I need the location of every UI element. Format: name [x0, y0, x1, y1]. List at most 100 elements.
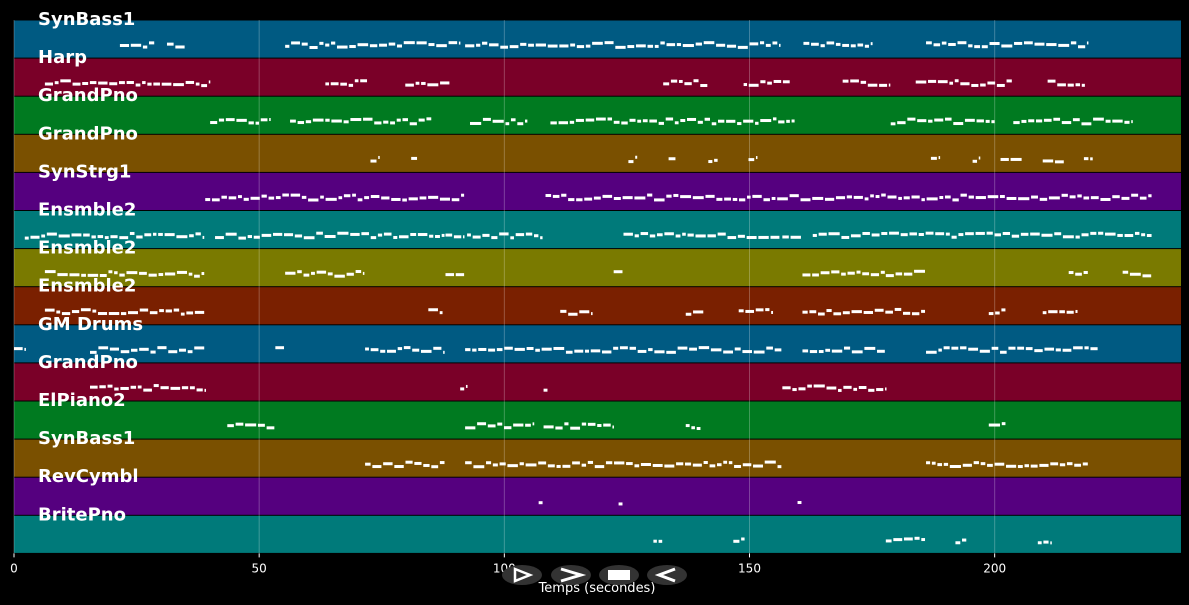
note [864, 346, 876, 350]
note [945, 232, 950, 236]
note [818, 350, 824, 354]
note [1112, 195, 1120, 199]
note [272, 232, 283, 236]
note [767, 81, 772, 85]
note [547, 464, 555, 468]
note [208, 80, 211, 84]
note [594, 465, 605, 469]
note [880, 270, 885, 274]
track-label: GrandPno [38, 352, 138, 373]
note [666, 350, 676, 354]
note [164, 272, 176, 276]
note [741, 537, 745, 541]
note [419, 196, 427, 200]
note [734, 347, 741, 351]
note [492, 463, 498, 467]
note [876, 388, 884, 392]
note [487, 424, 496, 428]
note [803, 41, 810, 45]
note [225, 118, 235, 122]
note [535, 348, 540, 352]
note [575, 118, 584, 122]
note [415, 81, 420, 85]
note [416, 41, 427, 45]
note [308, 198, 319, 202]
note [614, 461, 625, 465]
note [275, 196, 281, 200]
note [504, 346, 513, 350]
play-button[interactable] [502, 565, 542, 585]
note [658, 539, 663, 543]
note [1001, 44, 1013, 48]
note [1134, 231, 1140, 235]
note [104, 236, 109, 240]
note [1050, 541, 1052, 545]
note [555, 426, 563, 430]
rewind-button[interactable] [647, 565, 687, 585]
note [185, 80, 195, 84]
note [565, 350, 573, 354]
note [576, 198, 583, 202]
note [97, 235, 104, 239]
note [236, 118, 247, 122]
note [159, 309, 164, 313]
note [613, 120, 620, 124]
note [1006, 79, 1012, 83]
track-label: GM Drums [38, 314, 143, 335]
note [835, 196, 846, 200]
note [820, 44, 825, 48]
note [618, 502, 623, 506]
note [572, 461, 580, 465]
note [635, 155, 638, 159]
note [949, 81, 954, 85]
note [492, 119, 504, 123]
note [170, 386, 181, 390]
note [160, 386, 169, 390]
note [56, 310, 61, 314]
note [420, 349, 432, 353]
note [760, 119, 772, 123]
note [943, 346, 950, 350]
note [131, 348, 138, 352]
note [748, 158, 755, 162]
note [842, 79, 849, 83]
note [1041, 233, 1053, 237]
note [365, 462, 371, 466]
note [1006, 196, 1017, 200]
note [165, 309, 172, 313]
note [282, 193, 289, 197]
stop-button[interactable] [599, 565, 639, 585]
note [1084, 346, 1089, 350]
note [987, 463, 993, 467]
note [634, 234, 639, 238]
note [520, 42, 527, 46]
note [955, 541, 961, 545]
note [623, 232, 633, 236]
note [227, 424, 234, 428]
note [1001, 422, 1006, 426]
note [980, 83, 986, 87]
note [689, 347, 697, 351]
note [570, 426, 581, 430]
note [98, 346, 109, 350]
note [926, 197, 938, 201]
note [723, 460, 728, 464]
note [584, 197, 593, 201]
forward-button[interactable] [551, 565, 591, 585]
note [1068, 271, 1074, 275]
note [352, 193, 356, 197]
note [812, 273, 819, 277]
note [1039, 463, 1049, 467]
note [841, 235, 850, 239]
note [486, 461, 492, 465]
note [628, 160, 634, 164]
note [1129, 272, 1141, 276]
note [813, 384, 825, 388]
note [1066, 462, 1073, 466]
note [895, 272, 903, 276]
tick-label: 150 [738, 561, 761, 575]
note [666, 194, 672, 198]
note [507, 464, 518, 468]
note [597, 424, 602, 428]
note [653, 539, 657, 543]
